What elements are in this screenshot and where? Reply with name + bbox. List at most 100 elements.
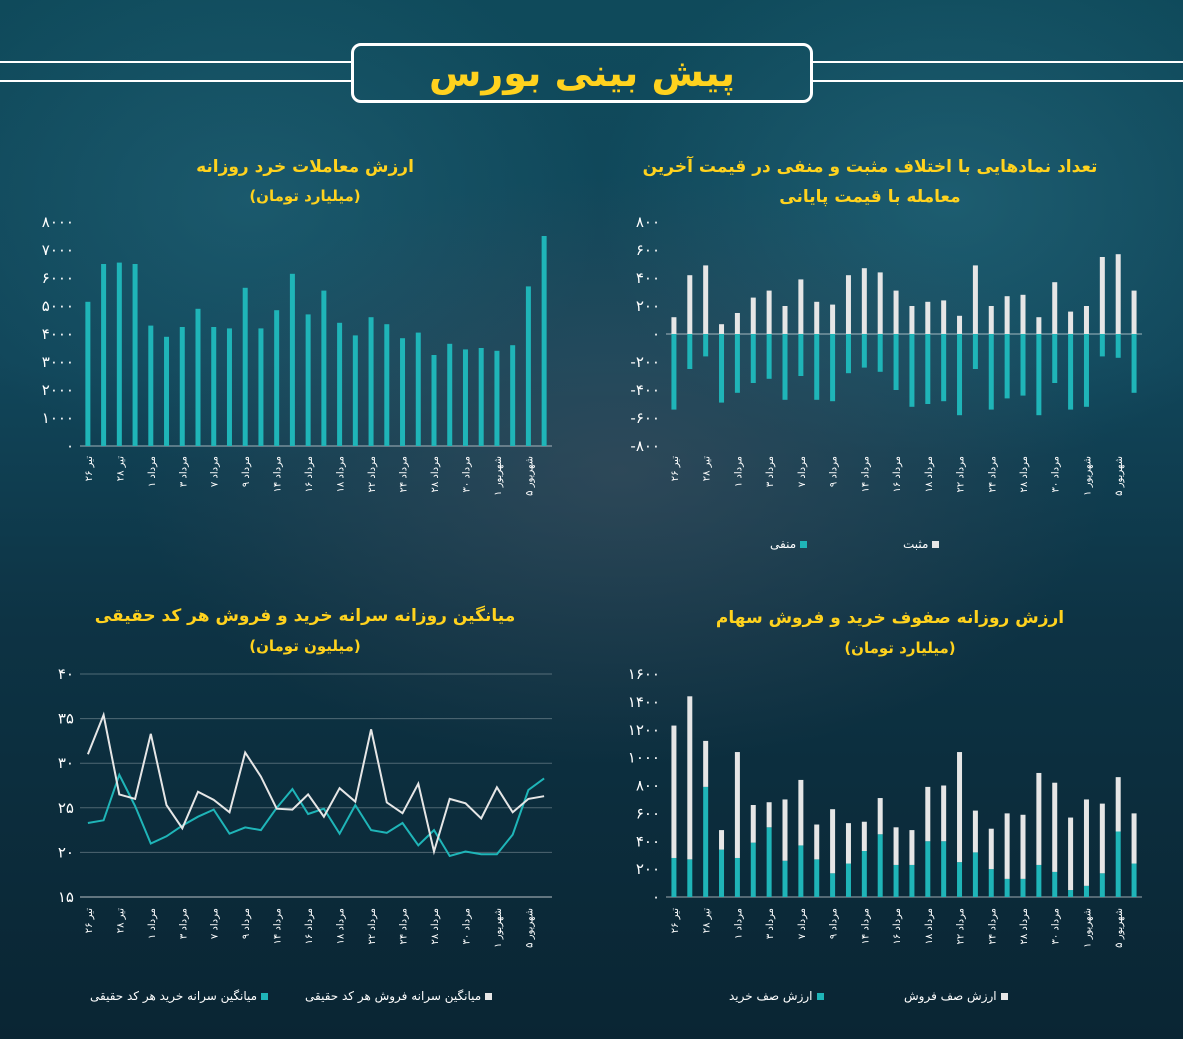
gap-positive-bar <box>798 279 804 334</box>
gap-negative-bar <box>1115 334 1121 358</box>
gap-legend-positive-swatch <box>932 540 940 548</box>
header-line-right-bottom <box>813 80 1183 82</box>
gap-positive-bar <box>941 300 947 334</box>
queues-xtick-label: ۲۶ تیر <box>670 908 681 933</box>
queues-buy-bar <box>671 857 677 897</box>
percode-xtick-label: ۱۶ مرداد <box>304 908 315 944</box>
percode-chart-subtitle: (میلیون تومان) <box>249 637 361 655</box>
gap-ytick-label: -۴۰۰ <box>630 381 660 399</box>
gap-ytick-label: -۸۰۰ <box>630 437 660 455</box>
queues-sell-bar <box>1004 813 1010 879</box>
percode-ytick-label: ۳۰ <box>58 754 74 772</box>
queues-buy-bar <box>893 864 899 897</box>
percode-ytick-label: ۲۵ <box>58 799 74 817</box>
retail-bar <box>494 350 500 446</box>
gap-xtick-label: ۳۰ مرداد <box>1051 456 1062 492</box>
retail-xtick-label: ۱۶ مرداد <box>304 456 315 492</box>
retail-bar <box>101 264 107 446</box>
gap-negative-bar <box>687 334 693 369</box>
gap-positive-bar <box>830 304 836 334</box>
percode-legend-sell: میانگین سرانه فروش هر کد حقیقی <box>305 989 493 1003</box>
retail-bar <box>179 327 185 446</box>
gap-legend-negative-swatch <box>800 540 808 548</box>
gap-xtick-label: ۱ مرداد <box>733 456 744 487</box>
gap-positive-bar <box>766 290 772 334</box>
gap-positive-bar <box>861 268 867 334</box>
queues-buy-bar <box>814 859 820 897</box>
gap-xtick-label: ۲۴ مرداد <box>987 456 998 492</box>
gap-xtick-label: ۱ شهریور <box>1082 456 1093 496</box>
retail-ytick-label: ۸۰۰۰ <box>42 213 74 231</box>
queues-sell-bar <box>1099 803 1105 874</box>
gap-ytick-label: ۰ <box>652 325 660 343</box>
gap-xtick-label: ۱۸ مرداد <box>924 456 935 492</box>
gap-negative-bar <box>845 334 851 374</box>
retail-bar <box>116 262 122 446</box>
queues-xtick-label: ۹ مرداد <box>829 908 840 939</box>
retail-ytick-label: ۳۰۰۰ <box>42 353 74 371</box>
queues-sell-bar <box>766 802 772 828</box>
gap-legend-negative: منفی <box>770 537 808 551</box>
gap-positive-bar <box>1020 294 1026 334</box>
queues-buy-bar <box>782 860 788 897</box>
retail-bar <box>132 264 138 446</box>
percode-xtick-label: ۲۲ مرداد <box>367 908 378 944</box>
gap-ytick-label: ۸۰۰ <box>636 213 660 231</box>
retail-xtick-label: ۲۴ مرداد <box>399 456 410 492</box>
percode-xtick-label: ۲۶ تیر <box>84 908 95 933</box>
queues-ytick-label: ۶۰۰ <box>636 804 660 822</box>
gap-negative-bar <box>1131 334 1137 393</box>
percode-xtick-label: ۲۸ مرداد <box>430 908 441 944</box>
retail-bar <box>462 349 468 446</box>
queues-ytick-label: ۸۰۰ <box>636 777 660 795</box>
queues-buy-bar <box>734 857 740 897</box>
retail-bar <box>415 332 421 446</box>
queues-buy-bar <box>1004 878 1010 897</box>
queues-xtick-label: ۳ مرداد <box>765 908 776 939</box>
gap-negative-bar <box>814 334 820 400</box>
gap-negative-bar <box>861 334 867 368</box>
gap-negative-bar <box>957 334 963 416</box>
gap-negative-bar <box>877 334 883 372</box>
queues-xtick-label: ۲۴ مرداد <box>987 908 998 944</box>
gap-positive-bar <box>1004 296 1010 334</box>
percode-legend-buy-swatch <box>261 992 269 1000</box>
queues-buy-bar <box>1131 863 1137 897</box>
queues-xtick-label: ۲۸ تیر <box>702 908 713 933</box>
retail-xtick-label: ۷ مرداد <box>210 456 221 487</box>
gap-negative-bar <box>1004 334 1010 399</box>
retail-bar <box>525 286 531 446</box>
gap-legend-negative-label: منفی <box>770 537 797 551</box>
gap-positive-bar <box>1099 257 1105 334</box>
retail-chart-title: ارزش معاملات خرد روزانه <box>196 157 414 177</box>
retail-xtick-label: ۲۶ تیر <box>84 456 95 481</box>
queues-sell-bar <box>972 810 978 853</box>
queues-buy-bar <box>798 845 804 897</box>
queues-buy-bar <box>1036 864 1042 897</box>
queues-buy-bar <box>861 851 867 897</box>
retail-bar <box>321 290 327 446</box>
queues-xtick-label: ۲۲ مرداد <box>956 908 967 944</box>
queues-sell-bar <box>909 830 915 865</box>
queues-sell-bar <box>814 824 820 860</box>
header-line-left-top <box>0 61 351 63</box>
queues-buy-bar <box>766 827 772 897</box>
queues-buy-bar <box>941 841 947 897</box>
queues-xtick-label: ۱ مرداد <box>733 908 744 939</box>
gap-negative-bar <box>750 334 756 383</box>
retail-bar <box>274 310 280 446</box>
gap-negative-bar <box>941 334 947 402</box>
queues-sell-bar <box>925 786 931 842</box>
gap-xtick-label: ۱۴ مرداد <box>860 456 871 492</box>
page-title: پیش بینی بورس <box>428 51 736 95</box>
retail-bar <box>211 327 217 446</box>
retail-bar <box>85 301 91 446</box>
queues-sell-bar <box>1131 813 1137 864</box>
queues-sell-bar <box>1020 814 1026 879</box>
queues-sell-bar <box>719 830 725 850</box>
gap-positive-bar <box>687 275 693 334</box>
percode-ytick-label: ۱۵ <box>58 888 74 906</box>
retail-bar <box>289 273 295 446</box>
gap-positive-bar <box>719 324 725 334</box>
queues-chart-title: ارزش روزانه صفوف خرید و فروش سهام <box>715 608 1065 628</box>
